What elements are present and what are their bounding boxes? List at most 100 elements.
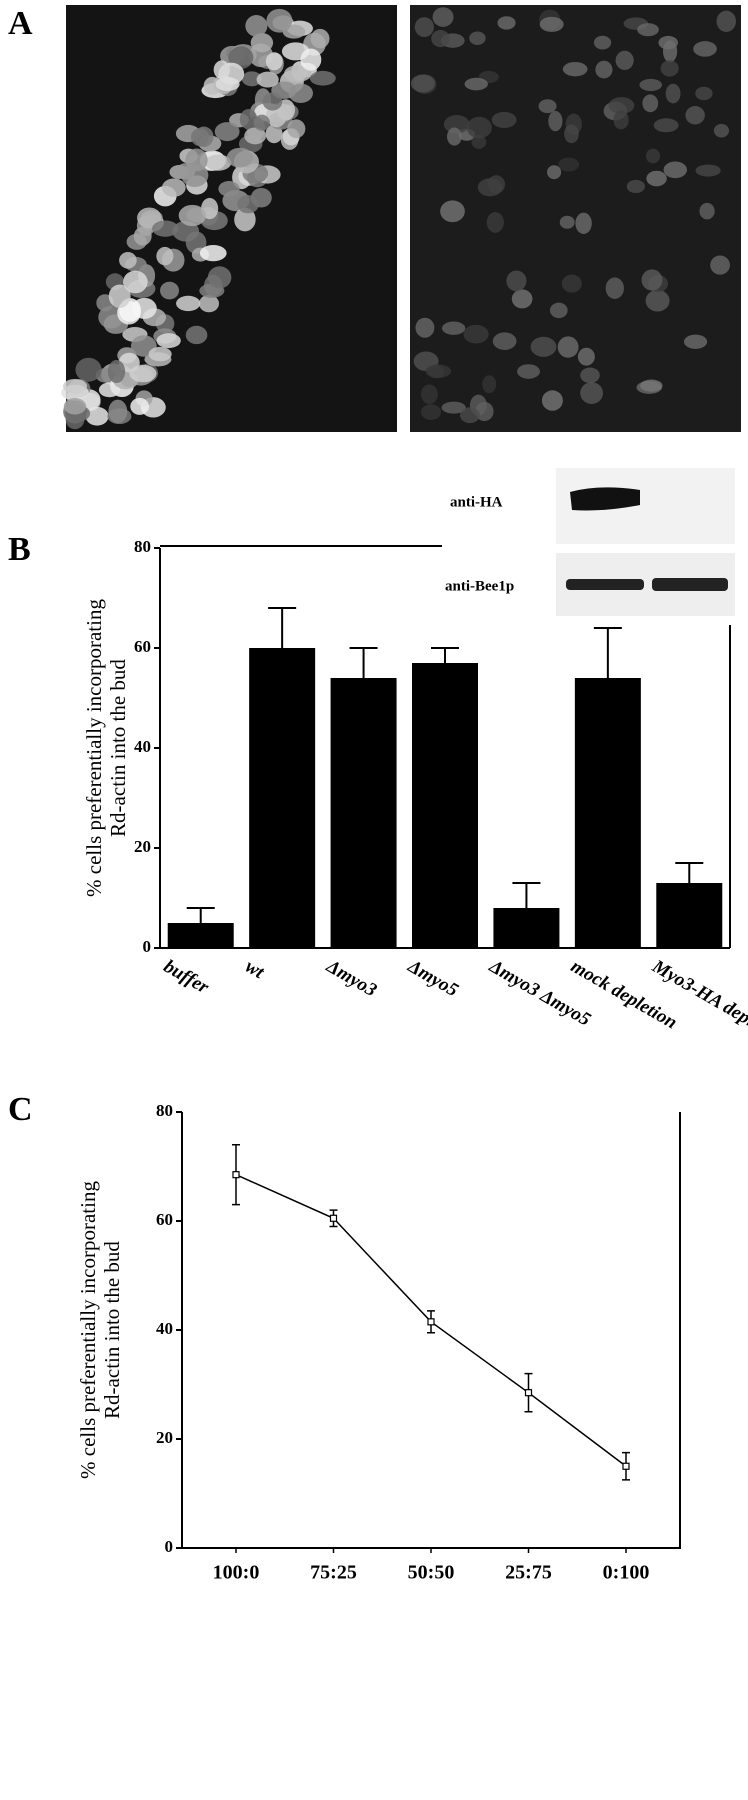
point [622,1462,630,1470]
cell [214,122,240,142]
cell [471,135,487,149]
cell [562,61,588,77]
cell [241,71,262,87]
cell [580,367,600,384]
error-bar [593,627,622,678]
y-axis-label: Rd-actin into the bud [100,1241,124,1419]
bar [574,678,641,948]
cell [443,114,470,134]
cell [695,164,721,177]
y-tick-label: 40 [156,1319,173,1338]
cell [266,8,293,33]
cell [595,60,613,79]
cell [148,346,172,362]
cell [683,334,708,349]
cell [559,215,575,229]
cell [161,178,186,197]
cell [178,204,206,227]
y-tick-label: 80 [156,1101,173,1120]
cell [660,60,679,77]
panel-label: C [8,1091,33,1128]
cell [130,397,150,415]
cell [530,336,557,357]
error-bar [268,607,297,648]
y-tick-label: 80 [134,537,151,556]
cell [415,317,435,338]
x-tick-label: 75:25 [310,1562,357,1584]
cell [152,220,179,237]
cell [693,41,717,57]
y-tick-label: 0 [143,937,152,956]
cell [716,10,737,32]
cell [160,281,179,300]
cell [506,270,527,292]
cell [492,332,517,350]
blot-band [652,578,728,591]
cell [640,379,663,392]
cell [133,226,152,246]
cell [605,277,624,299]
cell [199,244,227,262]
blot-label: anti-HA [450,494,503,510]
cell [119,252,137,269]
cell [284,65,312,82]
cell [204,154,232,171]
cell [226,147,254,168]
cell [185,325,208,345]
error-bar [349,647,378,678]
blot-band [566,579,644,590]
cell [577,347,595,366]
cell [487,175,506,194]
cell [575,212,592,234]
cell [62,378,88,394]
cell [564,124,579,144]
cell [645,148,661,164]
cell [593,35,612,50]
y-tick-label: 60 [156,1210,173,1229]
cell [185,148,208,172]
cell [548,110,563,132]
cell [309,70,336,86]
x-tick-label: 25:75 [505,1562,552,1584]
x-tick-label: wt [241,956,268,984]
cell [129,364,157,383]
cell [561,274,582,293]
cell [250,33,274,53]
x-tick-label: 100:0 [213,1562,260,1584]
cell [464,77,488,91]
cell [547,165,562,180]
x-tick-label: 50:50 [408,1562,455,1584]
cell [580,382,604,404]
cell [639,78,663,92]
y-axis-label: % cells preferentially incorporating [76,1181,100,1479]
cell [466,116,492,139]
cell [420,384,438,405]
cell [447,127,462,146]
cell [98,382,121,398]
cell [410,74,435,93]
y-axis-label: Rd-actin into the bud [106,659,130,837]
blot-label: anti-Bee1p [445,578,514,594]
cell [253,114,270,131]
y-tick-label: 20 [156,1428,173,1447]
cells [61,8,336,430]
error-bar [512,882,541,908]
point [427,1318,435,1326]
panel-label: A [8,5,33,42]
point [524,1389,533,1397]
error-bar [675,862,704,883]
cell [207,266,232,289]
cell [517,364,540,379]
cell [665,83,681,104]
cell [642,94,659,113]
cells [410,7,737,424]
cell [626,179,645,194]
cell [608,97,635,114]
cell [613,110,629,130]
cell [459,407,480,424]
cell [441,401,466,414]
cell [218,180,240,197]
cell [538,99,557,114]
cell [486,212,504,233]
